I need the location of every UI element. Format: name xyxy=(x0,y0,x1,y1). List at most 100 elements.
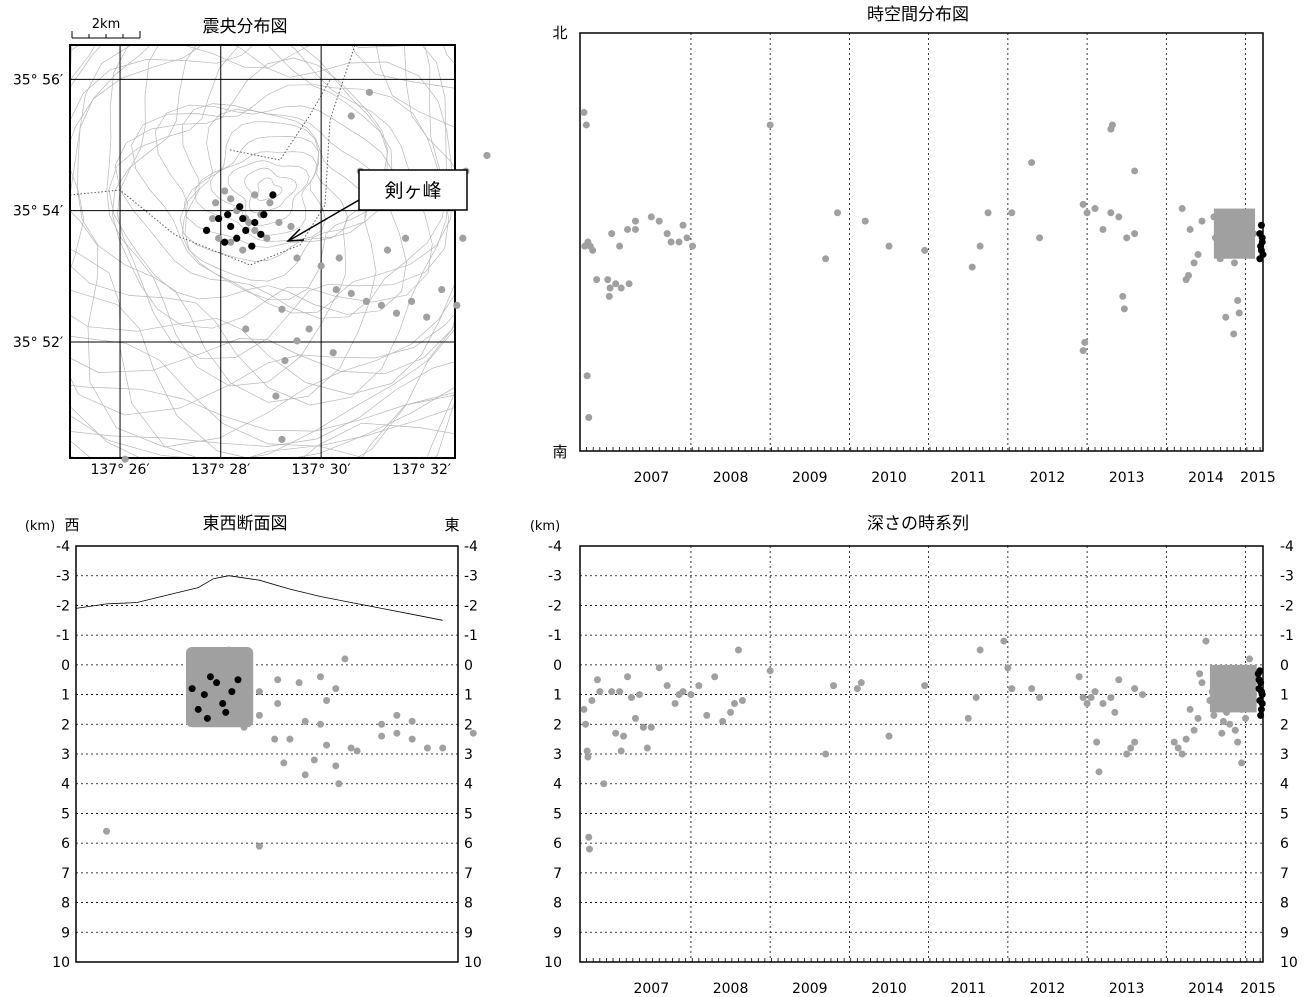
depth-tick-label-left: 9 xyxy=(61,925,70,941)
depth-point xyxy=(1210,711,1218,719)
depth-tick-label-left: 5 xyxy=(61,806,70,822)
hypocenter-point xyxy=(408,735,416,743)
cross-section-panel: 東西断面図 (km) 西 東 -4 -4 -3 -3 -2 -2 -1 -1 0 0 1 1 2 2 3 3 4… xyxy=(25,514,482,971)
depth-point xyxy=(639,723,647,731)
spacetime-point xyxy=(1119,292,1127,300)
hypocenter-point xyxy=(423,744,431,752)
depth-point xyxy=(1219,717,1227,725)
year-label: 2013 xyxy=(1109,981,1145,997)
spacetime-point xyxy=(1190,259,1198,267)
spacetime-point xyxy=(608,230,616,238)
depth-tick-label-left: -1 xyxy=(548,628,562,644)
depth-point xyxy=(1257,705,1265,713)
spacetime-point xyxy=(1186,225,1194,233)
hypocenter-point xyxy=(255,711,263,719)
depth-cluster xyxy=(1209,664,1257,713)
epicenter-point xyxy=(362,297,370,305)
spacetime-point xyxy=(585,414,593,422)
epicenter-point xyxy=(401,234,410,242)
hypocenter-point xyxy=(393,711,401,719)
hypocenter-point xyxy=(310,756,318,764)
hypocenter-point xyxy=(378,720,386,728)
depth-tick-label-right: 7 xyxy=(464,866,473,882)
depth-x-axis: 2007 2008 2009 2010 2011 2012 2013 2014 2015 xyxy=(579,958,1276,997)
contour-line xyxy=(256,177,283,201)
depth-point xyxy=(1226,720,1234,728)
cross-section-unit: (km) xyxy=(25,519,55,534)
depth-tick-label-right: -1 xyxy=(464,628,478,644)
map-x-tick-label: 137° 26′ xyxy=(90,462,149,478)
hypocenter-point xyxy=(335,780,343,788)
spacetime-point xyxy=(1107,209,1115,217)
contour-line xyxy=(227,160,310,226)
depth-point xyxy=(830,682,838,690)
spacetime-point xyxy=(921,246,929,254)
depth-point xyxy=(1218,729,1226,737)
depth-tick-label-right: 2 xyxy=(1280,717,1289,733)
depth-point xyxy=(1131,685,1139,693)
north-label: 北 xyxy=(552,24,567,42)
epicenter-map: 震央分布図 2km 137° 26′ 137° 28′ 137° 30′ 137° 3… xyxy=(13,17,491,478)
depth-tick-label-left: -1 xyxy=(56,628,70,644)
contour-line xyxy=(244,167,298,214)
depth-point xyxy=(921,682,929,690)
spacetime-point xyxy=(1079,347,1087,355)
contour-line xyxy=(70,45,447,406)
spacetime-point xyxy=(1182,276,1190,284)
hypocenter-point xyxy=(274,699,282,707)
spacetime-point xyxy=(655,217,663,225)
spacetime-cluster xyxy=(1213,208,1256,259)
annotation-box xyxy=(358,169,468,211)
spacetime-point xyxy=(589,246,597,254)
year-label: 2011 xyxy=(950,470,986,486)
epicenter-point xyxy=(121,455,129,463)
depth-tick-label-left: -4 xyxy=(56,539,70,555)
depth-tick-label-left: -2 xyxy=(548,598,562,614)
hypocenter-point xyxy=(234,676,242,684)
year-label: 2007 xyxy=(633,470,669,486)
depth-point xyxy=(620,732,628,740)
depth-tick-label-left: 0 xyxy=(553,658,562,674)
depth-point xyxy=(1115,676,1123,684)
contour-line xyxy=(154,104,393,300)
depth-point xyxy=(857,679,865,687)
epicenter-point xyxy=(453,301,461,309)
spacetime-point xyxy=(1081,338,1089,346)
depth-tick-label-right: 8 xyxy=(1280,896,1289,912)
cross-section-title: 東西断面図 xyxy=(203,514,288,534)
depth-point xyxy=(734,646,742,654)
spacetime-points xyxy=(580,108,1267,422)
contour-line xyxy=(70,45,455,395)
spacetime-point xyxy=(689,242,697,250)
epicenter-point xyxy=(365,88,373,96)
spacetime-point xyxy=(1131,167,1139,175)
epicenter-point xyxy=(266,199,274,207)
scale-bar: 2km xyxy=(71,17,141,39)
spacetime-point xyxy=(1120,305,1128,313)
spacetime-point xyxy=(625,280,633,288)
year-label: 2007 xyxy=(633,981,669,997)
cross-section-grid xyxy=(76,575,458,933)
spacetime-point xyxy=(1258,234,1266,242)
spacetime-point xyxy=(593,276,601,284)
depth-point xyxy=(1186,705,1194,713)
depth-point xyxy=(679,688,687,696)
depth-point xyxy=(647,723,655,731)
depth-tick-labels: -4 -4 -3 -3 -2 -2 -1 -1 0 0 1 1 2 2 3 3 4 4 5 5 6 6 7 7 8 8 9 9 10 10 xyxy=(544,539,1298,971)
hypocenter-point xyxy=(255,688,263,696)
depth-tick-label-left: 6 xyxy=(61,836,70,852)
spacetime-point xyxy=(631,217,639,225)
hypocenter-point xyxy=(469,729,477,737)
depth-tick-label-left: 0 xyxy=(61,658,70,674)
spacetime-point xyxy=(766,121,774,129)
depth-point xyxy=(964,714,972,722)
hypocenter-point xyxy=(286,735,294,743)
map-y-tick-label: 35° 52′ xyxy=(13,335,63,351)
hypocenter-point xyxy=(295,679,303,687)
depth-tick-label-right: -4 xyxy=(1280,539,1294,555)
hypocenter-point xyxy=(206,673,214,681)
depth-tick-label-right: 9 xyxy=(464,925,473,941)
depth-tick-label-left: 9 xyxy=(553,925,562,941)
depth-point xyxy=(1095,768,1103,776)
epicenter-point xyxy=(242,325,250,333)
